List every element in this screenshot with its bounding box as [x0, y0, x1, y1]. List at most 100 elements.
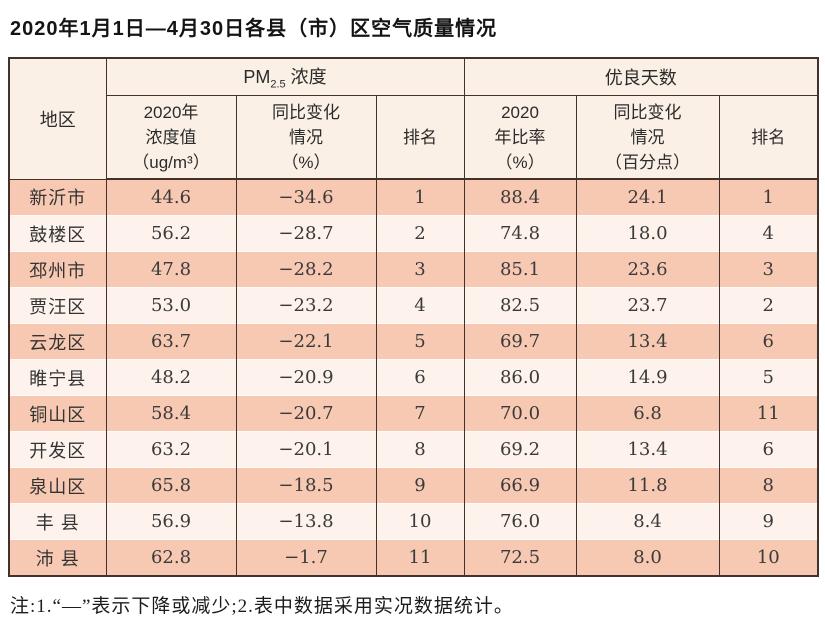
good-rank-cell: 11 [718, 395, 819, 432]
header-line: （百分点） [605, 152, 691, 172]
good-ratio-cell: 66.9 [463, 467, 577, 504]
header-pm-rank: 排名 [375, 95, 465, 180]
header-group-row: 地区 PM2.5 浓度 优良天数 [8, 58, 819, 180]
pm-rank-cell: 9 [375, 467, 465, 504]
good-ratio-cell: 82.5 [463, 287, 577, 324]
header-pm25-group: PM2.5 浓度 [105, 58, 465, 96]
region-cell: 鼓楼区 [8, 215, 107, 252]
header-line: 情况 [630, 127, 665, 147]
good-ratio-cell: 74.8 [463, 215, 577, 252]
header-line: 2020 [501, 102, 539, 122]
header-line: 2020年 [143, 102, 199, 122]
pm-value-cell: 63.2 [105, 431, 237, 468]
good-rank-cell: 8 [718, 467, 819, 504]
pm-change-cell: −28.2 [235, 251, 377, 288]
table-row: 邳州市 47.8 −28.2 3 85.1 23.6 3 [8, 251, 819, 288]
pm25-label: PM [243, 67, 271, 88]
pm-rank-cell: 8 [375, 431, 465, 468]
table-row: 铜山区 58.4 −20.7 7 70.0 6.8 11 [8, 395, 819, 432]
pm-value-cell: 47.8 [105, 251, 237, 288]
good-ratio-cell: 86.0 [463, 359, 577, 396]
header-line: 同比变化 [613, 102, 682, 122]
pm-rank-cell: 7 [375, 395, 465, 432]
table-row: 沛 县 62.8 −1.7 11 72.5 8.0 10 [8, 539, 819, 576]
region-cell: 开发区 [8, 431, 107, 468]
good-rank-cell: 10 [718, 539, 819, 576]
good-change-cell: 8.4 [575, 503, 720, 540]
pm-rank-cell: 6 [375, 359, 465, 396]
header-line: 排名 [403, 127, 437, 147]
pm-change-cell: −23.2 [235, 287, 377, 324]
good-ratio-cell: 88.4 [463, 179, 577, 216]
header-line: 浓度值 [145, 127, 197, 147]
good-ratio-cell: 69.7 [463, 323, 577, 360]
header-line: （ug/m³） [132, 152, 210, 172]
pm-rank-cell: 5 [375, 323, 465, 360]
pm-rank-cell: 1 [375, 179, 465, 216]
pm-change-cell: −28.7 [235, 215, 377, 252]
footnote: 注:1.“—”表示下降或减少;2.表中数据采用实况数据统计。 [10, 596, 514, 617]
pm-rank-cell: 3 [375, 251, 465, 288]
pm-change-cell: −20.9 [235, 359, 377, 396]
good-change-cell: 24.1 [575, 179, 720, 216]
good-ratio-cell: 72.5 [463, 539, 577, 576]
header-sub-row: 2020年 浓度值 （ug/m³） 同比变化 情况 （%） 排名 2020 年比… [9, 95, 819, 180]
pm-rank-cell: 2 [375, 215, 465, 252]
good-rank-cell: 3 [718, 251, 819, 288]
header-good-ratio: 2020 年比率 （%） [463, 95, 577, 180]
pm-rank-cell: 10 [375, 503, 465, 540]
table-header: 地区 PM2.5 浓度 优良天数 2020年 浓度值 （ug/m³） 同比变化 情… [8, 58, 819, 180]
good-rank-cell: 2 [718, 287, 819, 324]
good-ratio-cell: 69.2 [463, 431, 577, 468]
pm25-label-rest: 浓度 [290, 67, 327, 88]
pm-change-cell: −20.1 [235, 431, 377, 468]
good-change-cell: 11.8 [575, 467, 720, 504]
pm-change-cell: −13.8 [235, 503, 377, 540]
region-cell: 睢宁县 [8, 359, 107, 396]
header-pm-change: 同比变化 情况 （%） [235, 95, 377, 180]
region-cell: 邳州市 [8, 251, 107, 288]
pm-value-cell: 56.2 [105, 215, 237, 252]
header-good-rank: 排名 [718, 95, 819, 180]
region-cell: 新沂市 [8, 179, 107, 216]
region-cell: 铜山区 [8, 395, 107, 432]
header-line: （%） [281, 152, 331, 172]
header-gooddays-group: 优良天数 [463, 58, 819, 96]
pm-rank-cell: 11 [375, 539, 465, 576]
good-rank-cell: 9 [718, 503, 819, 540]
pm-value-cell: 48.2 [105, 359, 237, 396]
pm-value-cell: 58.4 [105, 395, 237, 432]
good-change-cell: 13.4 [575, 323, 720, 360]
table-row: 鼓楼区 56.2 −28.7 2 74.8 18.0 4 [8, 215, 819, 252]
header-region: 地区 [8, 58, 107, 180]
pm-change-cell: −18.5 [235, 467, 377, 504]
table-row: 睢宁县 48.2 −20.9 6 86.0 14.9 5 [8, 359, 819, 396]
pm-value-cell: 65.8 [105, 467, 237, 504]
good-change-cell: 6.8 [575, 395, 720, 432]
good-ratio-cell: 76.0 [463, 503, 577, 540]
region-cell: 沛 县 [8, 539, 107, 576]
good-rank-cell: 4 [718, 215, 819, 252]
region-cell: 贾汪区 [8, 287, 107, 324]
good-change-cell: 13.4 [575, 431, 720, 468]
pm-value-cell: 44.6 [105, 179, 237, 216]
good-ratio-cell: 70.0 [463, 395, 577, 432]
region-cell: 泉山区 [8, 467, 107, 504]
table-row: 丰 县 56.9 −13.8 10 76.0 8.4 9 [8, 503, 819, 540]
pm-value-cell: 56.9 [105, 503, 237, 540]
header-pm-value: 2020年 浓度值 （ug/m³） [105, 95, 237, 180]
header-line: 同比变化 [272, 102, 340, 122]
header-line: 情况 [289, 127, 323, 147]
pm-change-cell: −34.6 [235, 179, 377, 216]
header-line: 排名 [751, 127, 786, 147]
pm-value-cell: 53.0 [105, 287, 237, 324]
good-rank-cell: 6 [718, 431, 819, 468]
region-cell: 云龙区 [8, 323, 107, 360]
pm-change-cell: −1.7 [235, 539, 377, 576]
good-rank-cell: 6 [718, 323, 819, 360]
good-rank-cell: 5 [718, 359, 819, 396]
page-title: 2020年1月1日—4月30日各县（市）区空气质量情况 [10, 18, 498, 40]
pm-change-cell: −20.7 [235, 395, 377, 432]
table-row: 开发区 63.2 −20.1 8 69.2 13.4 6 [8, 431, 819, 468]
good-ratio-cell: 85.1 [463, 251, 577, 288]
